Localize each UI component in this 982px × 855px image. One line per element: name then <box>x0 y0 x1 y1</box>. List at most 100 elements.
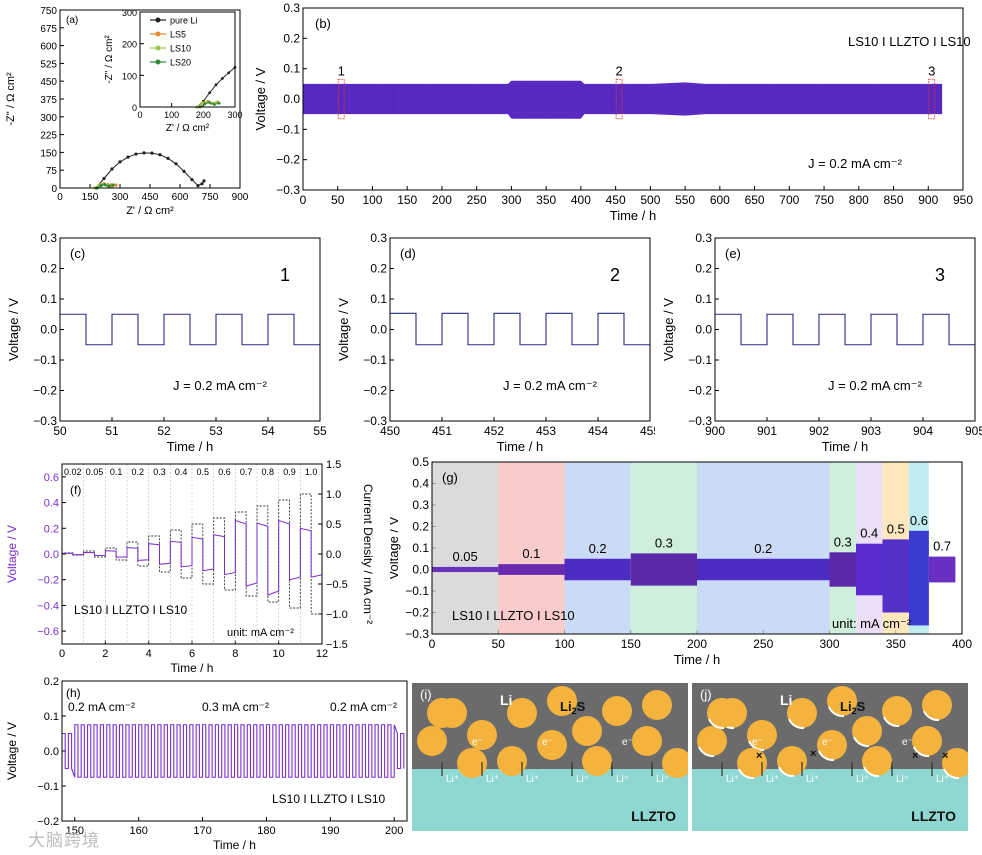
li2s-particle <box>642 690 672 720</box>
li-ion-label: Li⁺ <box>656 774 669 785</box>
x-tick-label: 0 <box>429 637 436 651</box>
panel-i-schematic: Li⁺ Li⁺ Li⁺ Li⁺ Li⁺ Li⁺ e⁻ e⁻ e⁻ (i) Li Li2S LLZTO <box>412 683 688 831</box>
panel-label: (d) <box>400 246 416 261</box>
y-tick-label: 0.1 <box>412 541 429 555</box>
current-density-label: J = 0.2 mA cm⁻² <box>173 378 268 393</box>
li2s-particle <box>697 726 727 756</box>
current-segment-background <box>498 462 565 634</box>
panel-a-impedance-chart: 0 150 300 450 600 750 900 0 75 150 225 300 375 450 525… <box>5 6 249 217</box>
electron-label: e⁻ <box>902 737 913 748</box>
y-tick-label: 0.3 <box>40 231 57 245</box>
blocked-path-mark: × <box>912 750 918 762</box>
li2s-particle <box>827 686 857 716</box>
segment-label: 0.4 <box>860 526 878 541</box>
x-tick-label: 500 <box>640 193 660 207</box>
data-point <box>118 160 122 164</box>
li-ion-label: Li⁺ <box>576 774 589 785</box>
electron-label: e⁻ <box>472 737 483 748</box>
zoom-region-number: 1 <box>280 265 290 285</box>
x-tick-label: 700 <box>779 193 799 207</box>
y-tick-label: −0.3 <box>688 414 712 428</box>
x-tick-label: 451 <box>432 424 452 438</box>
x-tick-label: 0 <box>300 193 307 207</box>
y-axis-label: Voltage / V <box>5 722 19 780</box>
inset-data-point <box>214 101 218 104</box>
data-point <box>110 167 114 171</box>
y2-tick-label: −1.0 <box>326 609 348 621</box>
x-tick-label: 300 <box>227 110 242 120</box>
segment-label: 0.5 <box>887 521 905 536</box>
voltage-band <box>856 543 883 596</box>
x-tick-label: 2 <box>102 648 108 660</box>
x-tick-label: 905 <box>965 424 982 438</box>
y-tick-label: −0.1 <box>37 781 59 793</box>
x-axis-label: Time / h <box>167 439 213 454</box>
inset-data-point <box>203 102 207 106</box>
x-tick-label: 150 <box>66 825 84 837</box>
step-label: 0.9 <box>283 467 296 477</box>
li2s-particle <box>862 746 892 776</box>
li2s-particle <box>602 696 632 726</box>
y2-tick-label: 0.0 <box>326 549 341 561</box>
x-axis-label: Time / h <box>171 661 214 675</box>
x-tick-label: 452 <box>484 424 504 438</box>
x-tick-label: 6 <box>189 648 195 660</box>
x-axis-label: Z' / Ω cm² <box>126 205 174 217</box>
y-tick-label: −0.3 <box>276 183 300 197</box>
zoom-region-number: 3 <box>935 265 945 285</box>
li-ion-label: Li⁺ <box>856 774 869 785</box>
x-tick-label: 100 <box>554 637 574 651</box>
y2-tick-label: 0.5 <box>326 519 341 531</box>
x-tick-label: 250 <box>467 193 487 207</box>
y-tick-label: −0.3 <box>363 414 387 428</box>
watermark: 大脑跨境 <box>28 831 100 850</box>
y-tick-label: 0.1 <box>283 62 300 76</box>
x-tick-label: 190 <box>321 825 339 837</box>
panel-e-zoom-chart: 900 901 902 903 904 905 −0.3 −0.2 −0.1 0.0 0.1 0.2 0… <box>661 231 982 454</box>
x-tick-label: 550 <box>675 193 695 207</box>
li2s-particle <box>547 686 577 716</box>
data-point <box>99 184 103 188</box>
legend-marker <box>155 59 161 65</box>
x-tick-label: 600 <box>710 193 730 207</box>
x-tick-label: 850 <box>884 193 904 207</box>
blocked-path-mark: × <box>810 748 816 760</box>
x-tick-label: 200 <box>385 825 403 837</box>
rate-label-middle: 0.3 mA cm⁻² <box>202 700 269 714</box>
x-tick-label: 900 <box>918 193 938 207</box>
y-tick-label: 200 <box>122 40 137 50</box>
y-tick-label: 0.4 <box>412 477 429 491</box>
cell-label: LS10 I LLZTO I LS10 <box>848 34 971 49</box>
electron-label: e⁻ <box>752 737 763 748</box>
y-tick-label: 0.1 <box>44 711 59 723</box>
electron-label: e⁻ <box>622 737 633 748</box>
x-tick-label: 8 <box>232 648 238 660</box>
x-tick-label: 400 <box>952 637 972 651</box>
li2s-particle <box>817 730 847 760</box>
segment-label: 0.2 <box>589 541 607 556</box>
panel-h-voltage-chart: 150 160 170 180 190 200 −0.2 −0.1 0.0 0.1 0.2 Time … <box>5 676 408 852</box>
unit-note: unit: mA cm⁻² <box>832 616 912 631</box>
y-tick-label: 0.2 <box>695 262 712 276</box>
inset-data-point <box>205 100 208 104</box>
y-tick-label: −0.2 <box>363 384 387 398</box>
x-tick-label: 450 <box>606 193 626 207</box>
voltage-band <box>432 566 499 573</box>
data-point <box>150 151 154 155</box>
panel-b-voltage-chart: 0 50 100 150 200 250 300 350 400 450 500 550 600 650 7… <box>255 1 973 223</box>
panel-label: (j) <box>700 687 712 702</box>
voltage-band <box>928 556 956 583</box>
li2s-particle <box>427 698 457 728</box>
legend-label: pure Li <box>170 16 198 26</box>
x-tick-label: 650 <box>745 193 765 207</box>
plot-frame <box>61 680 408 822</box>
y-tick-label: 0.2 <box>412 520 429 534</box>
y-tick-label: 0.1 <box>40 292 57 306</box>
x-tick-label: 350 <box>536 193 556 207</box>
y-tick-label: −0.6 <box>37 626 59 638</box>
electrolyte-label: LLZTO <box>631 808 676 824</box>
electron-label: e⁻ <box>822 737 833 748</box>
inset-data-point <box>208 91 212 95</box>
y2-tick-label: 1.5 <box>326 459 341 471</box>
li2s-particle <box>942 748 968 778</box>
